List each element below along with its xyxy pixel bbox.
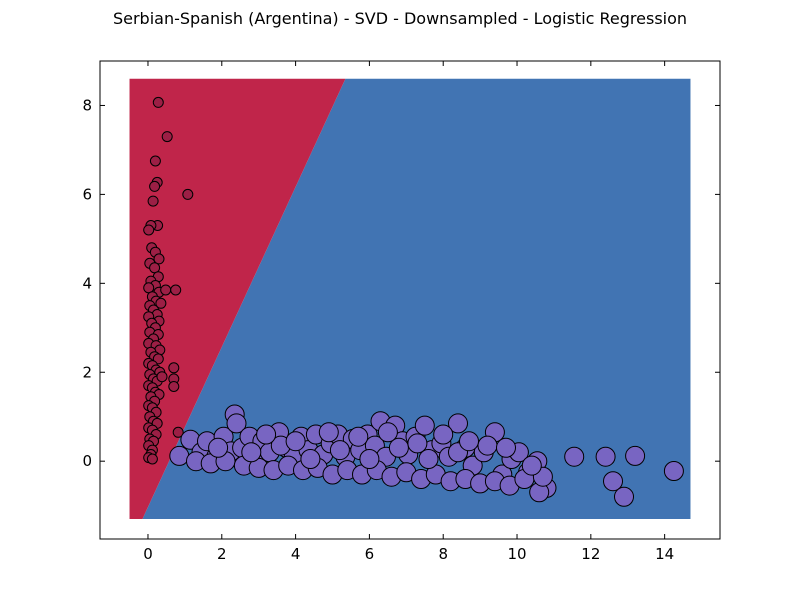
data-point	[663, 461, 684, 481]
data-point	[170, 284, 182, 296]
data-point	[448, 413, 468, 434]
data-point	[625, 445, 646, 466]
data-point	[496, 437, 516, 458]
data-point	[300, 449, 321, 469]
data-point	[161, 131, 173, 143]
data-point	[318, 422, 339, 443]
x-axis: 0 2 4 6 8 10 12 14	[143, 61, 674, 563]
data-point	[147, 195, 159, 207]
data-point	[182, 188, 194, 200]
data-point	[241, 442, 262, 463]
data-point	[152, 96, 164, 108]
data-point	[153, 253, 165, 265]
data-point	[433, 424, 454, 445]
data-point	[359, 449, 380, 469]
data-point	[155, 297, 167, 309]
y-tick-label: 8	[82, 96, 92, 114]
data-point	[348, 426, 369, 447]
data-point	[172, 426, 184, 438]
decision-regions	[129, 78, 691, 519]
data-point	[143, 224, 155, 236]
series-class-a-points	[143, 96, 194, 465]
data-point	[168, 381, 180, 392]
data-point	[149, 155, 161, 167]
y-tick-label: 4	[82, 274, 92, 292]
y-axis: 0 2 4 6 8	[82, 96, 720, 470]
plot-frame	[99, 60, 721, 540]
data-point	[407, 433, 428, 454]
series-class-b-points	[169, 404, 684, 507]
data-point	[595, 446, 616, 467]
data-point	[285, 431, 306, 452]
data-point	[160, 284, 172, 296]
data-point	[226, 413, 247, 434]
x-tick-label: 10	[507, 545, 526, 563]
data-point	[329, 440, 350, 461]
data-point	[146, 453, 158, 465]
data-point	[156, 371, 168, 383]
y-tick-label: 0	[82, 452, 92, 470]
x-tick-label: 4	[291, 545, 301, 563]
x-tick-label: 12	[581, 545, 600, 563]
y-tick-label: 2	[82, 363, 92, 381]
x-tick-label: 6	[365, 545, 375, 563]
data-point	[256, 424, 277, 445]
data-point	[149, 180, 161, 192]
data-point	[418, 449, 439, 469]
chart-title: Serbian-Spanish (Argentina) - SVD - Down…	[112, 9, 688, 28]
data-point	[169, 445, 190, 466]
data-point	[564, 446, 585, 467]
x-tick-label: 8	[438, 545, 448, 563]
data-point	[614, 486, 634, 507]
data-point	[388, 437, 409, 458]
data-point	[477, 435, 498, 456]
region-class-a	[129, 78, 346, 519]
x-tick-label: 14	[655, 545, 674, 563]
data-point	[459, 431, 479, 452]
data-point	[168, 362, 180, 374]
x-tick-label: 2	[217, 545, 227, 563]
x-tick-label: 0	[143, 545, 153, 563]
data-point	[521, 455, 542, 476]
data-point	[414, 415, 435, 436]
data-point	[603, 471, 623, 492]
data-point	[377, 422, 398, 443]
region-class-b	[142, 78, 691, 519]
y-tick-label: 6	[82, 185, 92, 203]
data-point	[208, 437, 229, 458]
